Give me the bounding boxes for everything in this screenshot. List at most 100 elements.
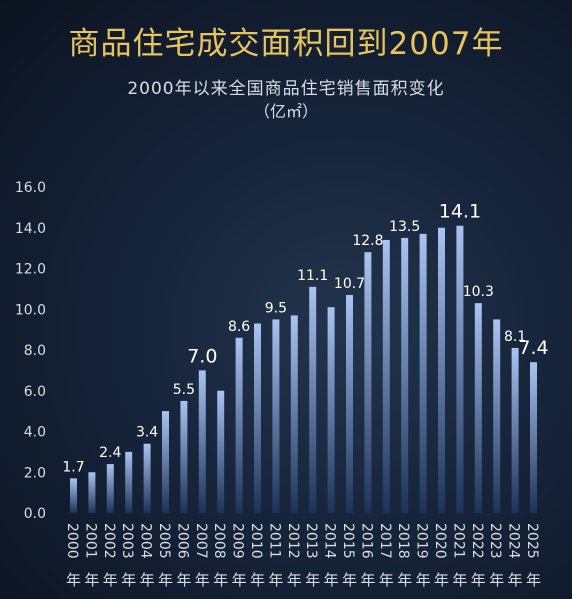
x-tick-year: 2002 — [101, 523, 117, 559]
bar — [401, 237, 409, 513]
x-tick-suffix: 年 — [140, 571, 155, 589]
x-tick-suffix: 年 — [305, 571, 320, 589]
x-tick-suffix: 年 — [489, 571, 504, 589]
x-tick-year: 2000 — [64, 523, 80, 559]
x-tick-label: 2007 年 — [193, 523, 210, 589]
x-tick-label: 2018 年 — [395, 523, 412, 589]
y-axis: 0.0 2.0 4.0 6.0 8.0 10.0 12.0 14.0 16.0 — [15, 180, 46, 522]
x-tick-suffix: 年 — [452, 571, 467, 589]
x-tick-label: 2017 年 — [377, 523, 394, 589]
data-label: 10.3 — [463, 284, 494, 300]
unit-label: （亿㎡） — [253, 102, 318, 121]
bar — [530, 362, 537, 513]
x-tick-year: 2004 — [138, 523, 154, 559]
x-tick-suffix: 年 — [508, 571, 523, 589]
data-label: 9.5 — [265, 300, 287, 316]
x-tick-suffix: 年 — [526, 571, 541, 589]
x-axis: 2000年2001年2002年2003年2004年2005年2006年2007年… — [64, 523, 541, 589]
x-tick-label: 2022 年 — [469, 523, 486, 589]
data-label: 8.6 — [228, 319, 250, 335]
x-tick-label: 2016 年 — [358, 523, 375, 589]
x-tick-suffix: 年 — [195, 571, 210, 589]
x-tick-year: 2015 — [340, 523, 356, 559]
y-tick-label: 8.0 — [24, 343, 46, 359]
x-tick-year: 2012 — [285, 523, 301, 559]
bar — [180, 400, 188, 513]
x-tick-suffix: 年 — [268, 571, 283, 589]
bar — [309, 286, 317, 513]
x-tick-suffix: 年 — [176, 571, 191, 589]
x-tick-year: 2001 — [82, 523, 98, 559]
x-tick-year: 2016 — [358, 523, 374, 559]
x-tick-suffix: 年 — [121, 571, 136, 589]
x-tick-label: 2015 年 — [340, 523, 357, 589]
x-tick-suffix: 年 — [471, 571, 486, 589]
x-tick-year: 2006 — [174, 523, 190, 559]
data-label: 10.7 — [334, 276, 365, 292]
bar — [70, 478, 77, 513]
data-label: 11.1 — [297, 268, 328, 284]
bar — [143, 443, 151, 513]
data-label: 7.4 — [518, 337, 548, 359]
bar — [474, 303, 482, 513]
x-tick-label: 2001 年 — [82, 523, 99, 589]
x-tick-year: 2021 — [450, 523, 466, 559]
x-tick-label: 2010 年 — [248, 523, 265, 589]
x-tick-year: 2003 — [119, 523, 135, 559]
x-tick-year: 2008 — [211, 523, 227, 559]
x-tick-label: 2013 年 — [303, 523, 320, 589]
x-tick-label: 2006 年 — [174, 523, 191, 589]
y-tick-label: 14.0 — [15, 221, 46, 237]
x-tick-suffix: 年 — [379, 571, 394, 589]
x-tick-year: 2005 — [156, 523, 172, 559]
bar — [438, 227, 445, 513]
x-tick-year: 2007 — [193, 523, 209, 559]
x-tick-suffix: 年 — [287, 571, 302, 589]
x-tick-suffix: 年 — [158, 571, 173, 589]
x-tick-year: 2009 — [230, 523, 246, 559]
bar — [382, 239, 390, 513]
bar — [125, 451, 133, 513]
data-label: 7.0 — [187, 345, 217, 367]
chart-title: 商品住宅成交面积回到2007年 — [68, 26, 504, 62]
x-tick-label: 2025 年 — [524, 523, 541, 589]
bar — [327, 307, 335, 513]
x-tick-year: 2019 — [414, 523, 430, 559]
x-tick-suffix: 年 — [360, 571, 375, 589]
bar — [106, 464, 114, 513]
x-tick-year: 2013 — [303, 523, 319, 559]
x-tick-label: 2023 年 — [487, 523, 504, 589]
x-tick-suffix: 年 — [397, 571, 412, 589]
bar — [456, 225, 464, 513]
bar — [88, 472, 96, 513]
bar — [217, 390, 225, 513]
x-tick-suffix: 年 — [232, 571, 247, 589]
x-tick-year: 2010 — [248, 523, 264, 559]
x-tick-year: 2017 — [377, 523, 393, 559]
data-label: 1.7 — [62, 459, 84, 475]
data-label: 13.5 — [389, 219, 420, 235]
y-tick-label: 12.0 — [15, 262, 46, 278]
y-tick-label: 16.0 — [15, 180, 46, 196]
x-tick-suffix: 年 — [66, 571, 81, 589]
data-labels: 1.7 2.4 3.4 5.5 7.0 8.6 9.5 11.1 10.7 12.8 13.5 14.… — [62, 201, 548, 476]
x-tick-suffix: 年 — [434, 571, 449, 589]
x-tick-suffix: 年 — [84, 571, 99, 589]
chart-subtitle: 2000年以来全国商品住宅销售面积变化 — [127, 79, 445, 99]
data-label: 14.1 — [439, 201, 481, 223]
x-tick-label: 2003 年 — [119, 523, 136, 589]
bar — [290, 315, 298, 513]
data-label: 5.5 — [173, 382, 195, 398]
data-label: 2.4 — [99, 445, 121, 461]
x-tick-label: 2021 年 — [450, 523, 467, 589]
x-tick-suffix: 年 — [416, 571, 431, 589]
bar — [419, 233, 427, 514]
y-tick-label: 2.0 — [24, 465, 46, 481]
x-tick-suffix: 年 — [324, 571, 339, 589]
bar — [198, 370, 206, 513]
y-tick-label: 6.0 — [24, 384, 46, 400]
bar — [272, 319, 280, 513]
x-tick-label: 2024 年 — [506, 523, 523, 589]
bar — [364, 252, 372, 513]
